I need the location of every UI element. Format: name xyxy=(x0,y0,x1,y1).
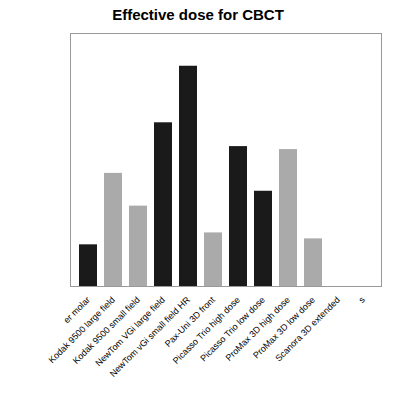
svg-text:s: s xyxy=(357,294,368,305)
svg-text:Pax-Uni 3D front: Pax-Uni 3D front xyxy=(162,294,217,349)
svg-text:Scanora 3D extended: Scanora 3D extended xyxy=(273,295,342,364)
svg-text:er molar: er molar xyxy=(61,294,92,326)
svg-text:NewTom VGi large field: NewTom VGi large field xyxy=(93,294,167,369)
svg-text:NewTom vGi small field HR: NewTom vGi small field HR xyxy=(107,294,192,379)
svg-text:ProMax 3D low dose: ProMax 3D low dose xyxy=(251,294,317,361)
html-text:Effective dose for CBCT: Effective dose for CBCT xyxy=(112,6,284,23)
svg-text:Kodak 9500 small field: Kodak 9500 small field xyxy=(70,294,142,366)
svg-text:Picasso Trio low dose: Picasso Trio low dose xyxy=(198,294,267,364)
svg-text:Kodak 9500 large field: Kodak 9500 large field xyxy=(46,294,117,366)
svg-text:ProMax 3D high dose: ProMax 3D high dose xyxy=(223,294,292,363)
svg-text:Picasso Trio high dose: Picasso Trio high dose xyxy=(170,294,242,366)
